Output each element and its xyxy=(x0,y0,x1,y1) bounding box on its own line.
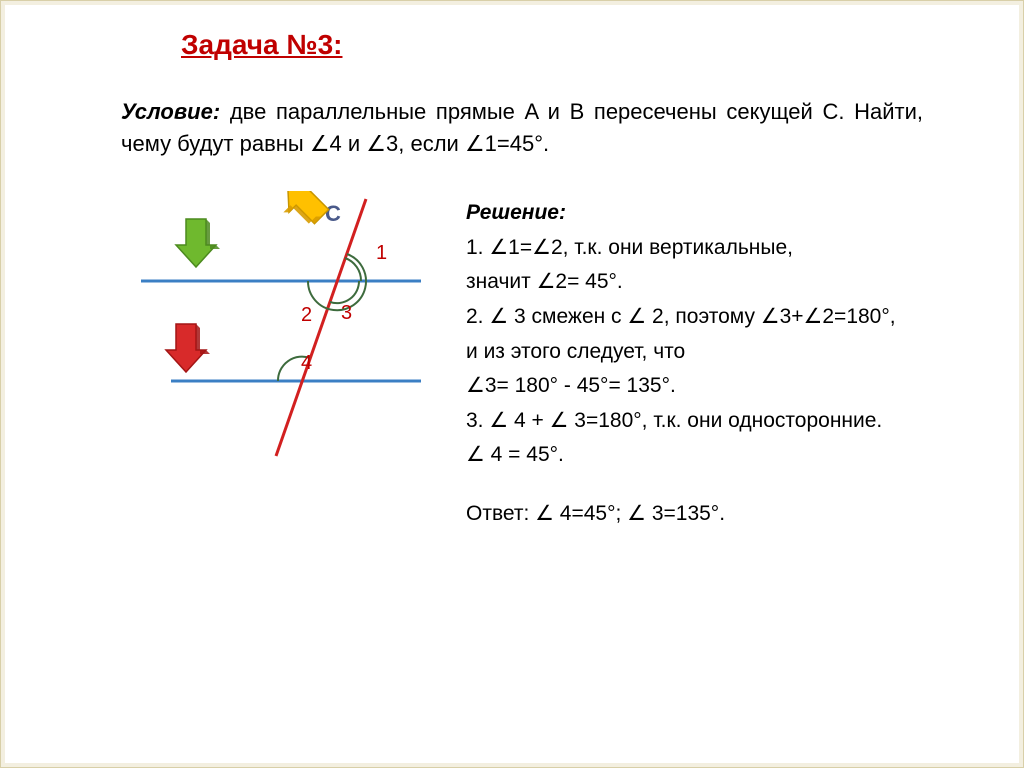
solution-block: Решение: 1. ∠1=∠2, т.к. они вертикальные… xyxy=(466,196,963,532)
solution-label: Решение: xyxy=(466,196,963,231)
solution-line: и из этого следует, что xyxy=(466,335,963,370)
problem-title: Задача №3: xyxy=(181,29,342,61)
solution-line: ∠3= 180° - 45°= 135°. xyxy=(466,369,963,404)
angle-label-1: 1 xyxy=(376,242,387,264)
arrow-yellow-icon xyxy=(271,191,336,234)
solution-answer: Ответ: ∠ 4=45°; ∠ 3=135°. xyxy=(466,497,963,532)
angle-label-3: 3 xyxy=(341,302,352,324)
geometry-diagram: 1 2 3 4 C xyxy=(101,191,441,471)
angle-label-2: 2 xyxy=(301,304,312,326)
condition-block: Условие: две параллельные прямые A и B п… xyxy=(121,96,923,160)
angle-label-4: 4 xyxy=(301,352,312,374)
solution-line: 2. ∠ 3 смежен с ∠ 2, поэтому ∠3+∠2=180°, xyxy=(466,300,963,335)
solution-line: значит ∠2= 45°. xyxy=(466,265,963,300)
line-c xyxy=(276,199,366,456)
point-c-label: C xyxy=(325,201,341,226)
condition-text: две параллельные прямые A и B пересечены… xyxy=(121,99,923,156)
solution-line: 1. ∠1=∠2, т.к. они вертикальные, xyxy=(466,231,963,266)
arrow-red-icon xyxy=(166,324,210,372)
condition-label: Условие: xyxy=(121,99,220,124)
arrow-green-icon xyxy=(176,219,220,267)
solution-line: 3. ∠ 4 + ∠ 3=180°, т.к. они односторонни… xyxy=(466,404,963,439)
solution-line: ∠ 4 = 45°. xyxy=(466,438,963,473)
